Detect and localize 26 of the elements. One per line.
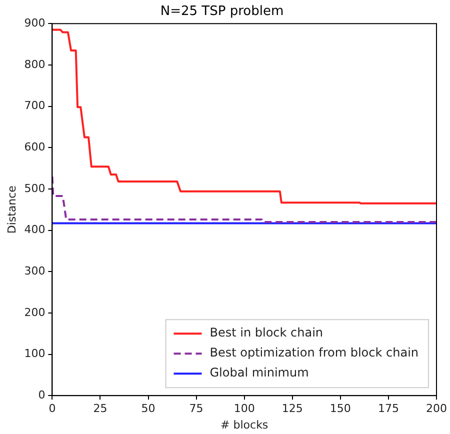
legend-label: Best optimization from block chain xyxy=(210,346,419,360)
x-tick-label: 50 xyxy=(141,402,156,416)
y-tick-label: 500 xyxy=(24,182,46,195)
y-tick-label: 400 xyxy=(24,223,46,236)
legend-label: Global minimum xyxy=(210,366,309,380)
x-tick-label: 150 xyxy=(330,402,351,416)
x-tick-label: 200 xyxy=(426,402,447,416)
legend-label: Best in block chain xyxy=(210,326,324,340)
x-axis-title: # blocks xyxy=(220,418,268,432)
chart-title: N=25 TSP problem xyxy=(160,4,284,20)
y-tick-label: 100 xyxy=(24,347,46,360)
y-axis-title: Distance xyxy=(5,185,18,234)
y-tick-label: 300 xyxy=(24,264,46,278)
y-tick-label: 0 xyxy=(38,388,46,402)
x-tick-label: 125 xyxy=(282,402,303,416)
x-tick-label: 100 xyxy=(234,402,255,416)
line-series xyxy=(52,176,436,223)
y-tick-label: 800 xyxy=(24,58,46,71)
y-tick-label: 900 xyxy=(24,16,46,30)
x-tick-label: 75 xyxy=(189,402,204,416)
y-tick-label: 600 xyxy=(24,140,46,154)
y-tick-label: 700 xyxy=(24,99,46,112)
x-tick-label: 0 xyxy=(48,402,56,416)
x-tick-label: 25 xyxy=(93,402,108,416)
x-tick-label: 175 xyxy=(378,402,399,416)
y-tick-label: 200 xyxy=(24,306,46,319)
